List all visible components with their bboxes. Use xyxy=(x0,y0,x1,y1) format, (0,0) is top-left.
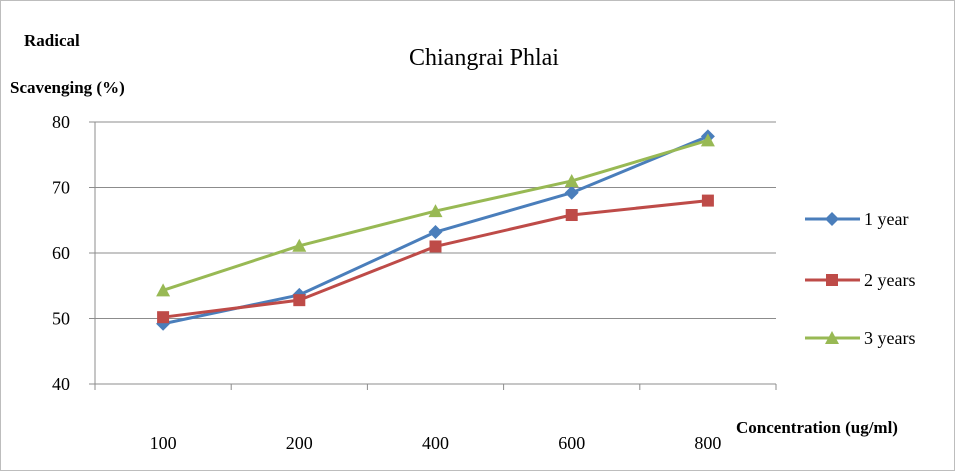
legend-label: 3 years xyxy=(864,328,915,348)
legend-marker xyxy=(826,274,838,286)
data-point xyxy=(564,185,579,200)
data-point xyxy=(565,209,578,222)
y-tick-label: 70 xyxy=(52,178,70,198)
y-axis-label-line2: Scavenging (%) xyxy=(10,78,125,97)
legend: 1 year 2 years 3 years xyxy=(805,209,915,348)
x-tick-label: 400 xyxy=(422,433,449,453)
x-tick-label: 800 xyxy=(694,433,721,453)
data-point xyxy=(701,194,714,207)
legend-label: 2 years xyxy=(864,270,915,290)
y-tick-label: 40 xyxy=(52,374,70,394)
data-point xyxy=(428,225,443,240)
series-line-2 xyxy=(162,199,709,319)
legend-label: 1 year xyxy=(864,209,908,229)
y-tick-label: 80 xyxy=(52,112,70,132)
x-tick-label: 100 xyxy=(150,433,177,453)
gridlines xyxy=(95,121,776,319)
axes xyxy=(89,121,777,390)
legend-marker xyxy=(825,212,839,226)
y-axis-label-line1: Radical xyxy=(24,31,80,50)
legend-marker xyxy=(825,331,839,344)
data-point xyxy=(700,133,715,147)
y-tick-labels: 40 50 60 70 80 xyxy=(52,112,70,394)
x-tick-labels: 100 200 400 600 800 xyxy=(150,433,722,453)
x-axis-label: Concentration (ug/ml) xyxy=(736,418,898,437)
chart-title: Chiangrai Phlai xyxy=(409,45,559,71)
data-point xyxy=(429,240,442,253)
x-tick-label: 200 xyxy=(286,433,313,453)
series-lines xyxy=(156,129,715,331)
data-point xyxy=(157,311,170,324)
data-point xyxy=(293,294,306,307)
y-tick-label: 50 xyxy=(52,309,70,329)
data-point xyxy=(156,283,171,297)
data-point xyxy=(428,204,443,218)
data-point xyxy=(564,173,579,187)
y-tick-label: 60 xyxy=(52,243,70,263)
x-tick-label: 600 xyxy=(558,433,585,453)
data-point xyxy=(292,238,307,252)
